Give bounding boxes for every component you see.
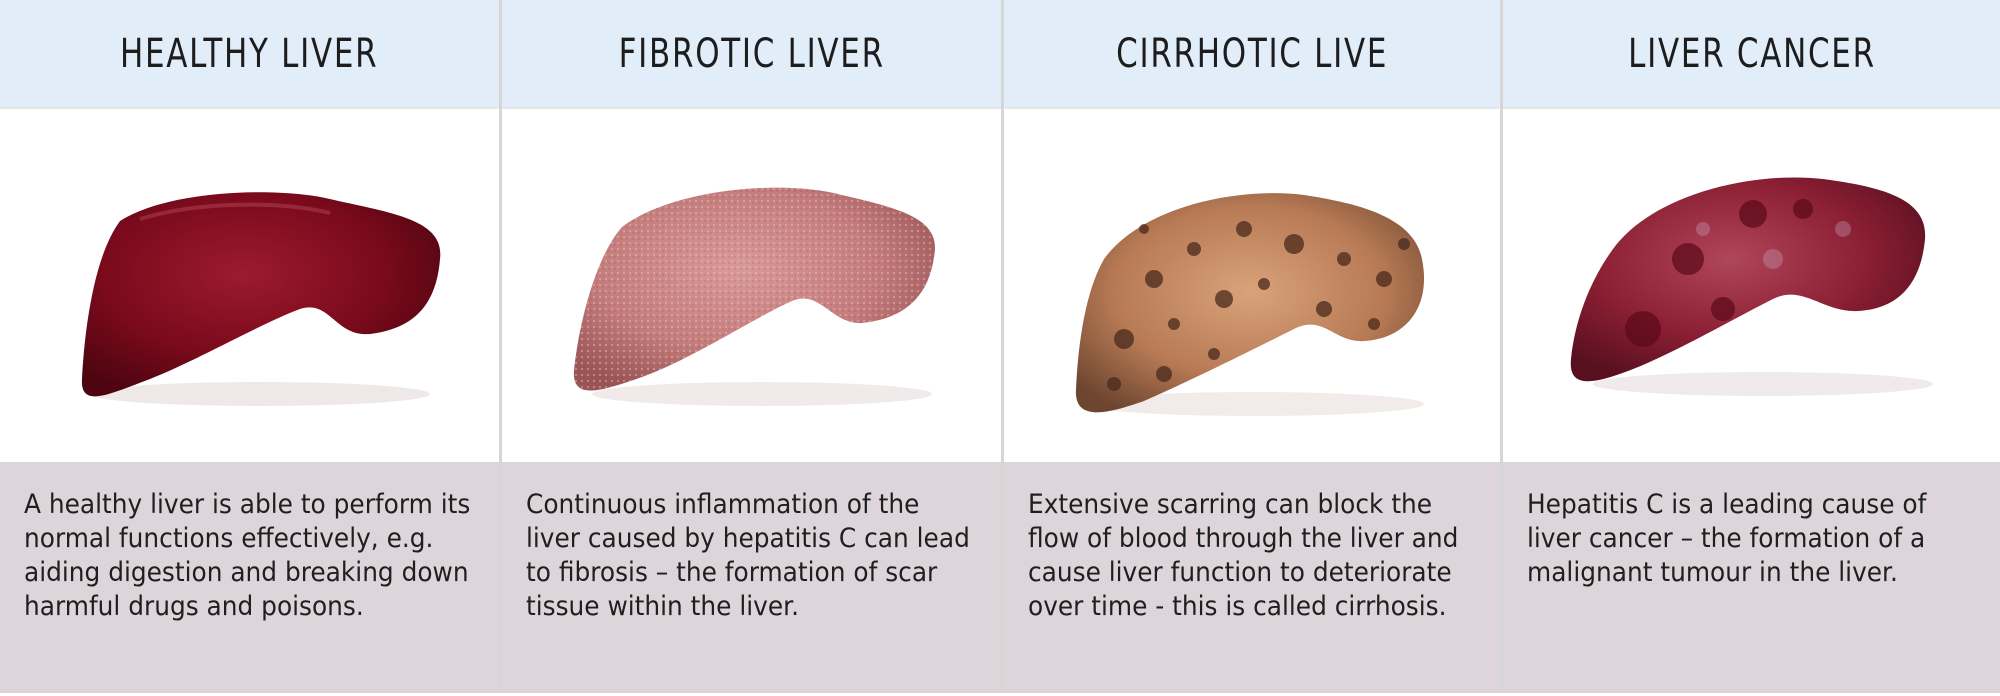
panel-title: LIVER CANCER: [1627, 30, 1876, 77]
panel-description: A healthy liver is able to perform its n…: [0, 461, 499, 696]
panel-description: Extensive scarring can block the flow of…: [1004, 461, 1500, 696]
panel-title: CIRRHOTIC LIVE: [1115, 30, 1388, 77]
panel-description: Continuous inflammation of the liver cau…: [502, 461, 1001, 696]
panel-header: FIBROTIC LIVER: [502, 0, 1001, 107]
panel-header: LIVER CANCER: [1503, 0, 2000, 107]
panel-cancer: LIVER CANCER: [1503, 0, 2000, 696]
liver-cancer-image: [1503, 107, 2000, 461]
cirrhotic-liver-image: [1004, 107, 1500, 461]
fibrotic-liver-image: [502, 107, 1001, 461]
bottom-divider: [0, 693, 2000, 696]
panel-healthy: HEALTHY LIVER A healthy liver is able to…: [0, 0, 499, 696]
description-text: Continuous inflammation of the liver cau…: [526, 489, 970, 622]
description-text: A healthy liver is able to perform its n…: [24, 489, 471, 622]
panel-header: CIRRHOTIC LIVE: [1004, 0, 1500, 107]
panel-title: HEALTHY LIVER: [120, 30, 379, 77]
panel-fibrotic: FIBROTIC LIVER: [502, 0, 1001, 696]
panel-description: Hepatitis C is a leading cause of liver …: [1503, 461, 2000, 696]
panel-header: HEALTHY LIVER: [0, 0, 499, 107]
panel-cirrhotic: CIRRHOTIC LIVE: [1004, 0, 1500, 696]
healthy-liver-image: [0, 107, 499, 461]
description-text: Extensive scarring can block the flow of…: [1028, 489, 1459, 622]
description-text: Hepatitis C is a leading cause of liver …: [1527, 489, 1927, 588]
panel-title: FIBROTIC LIVER: [618, 30, 885, 77]
